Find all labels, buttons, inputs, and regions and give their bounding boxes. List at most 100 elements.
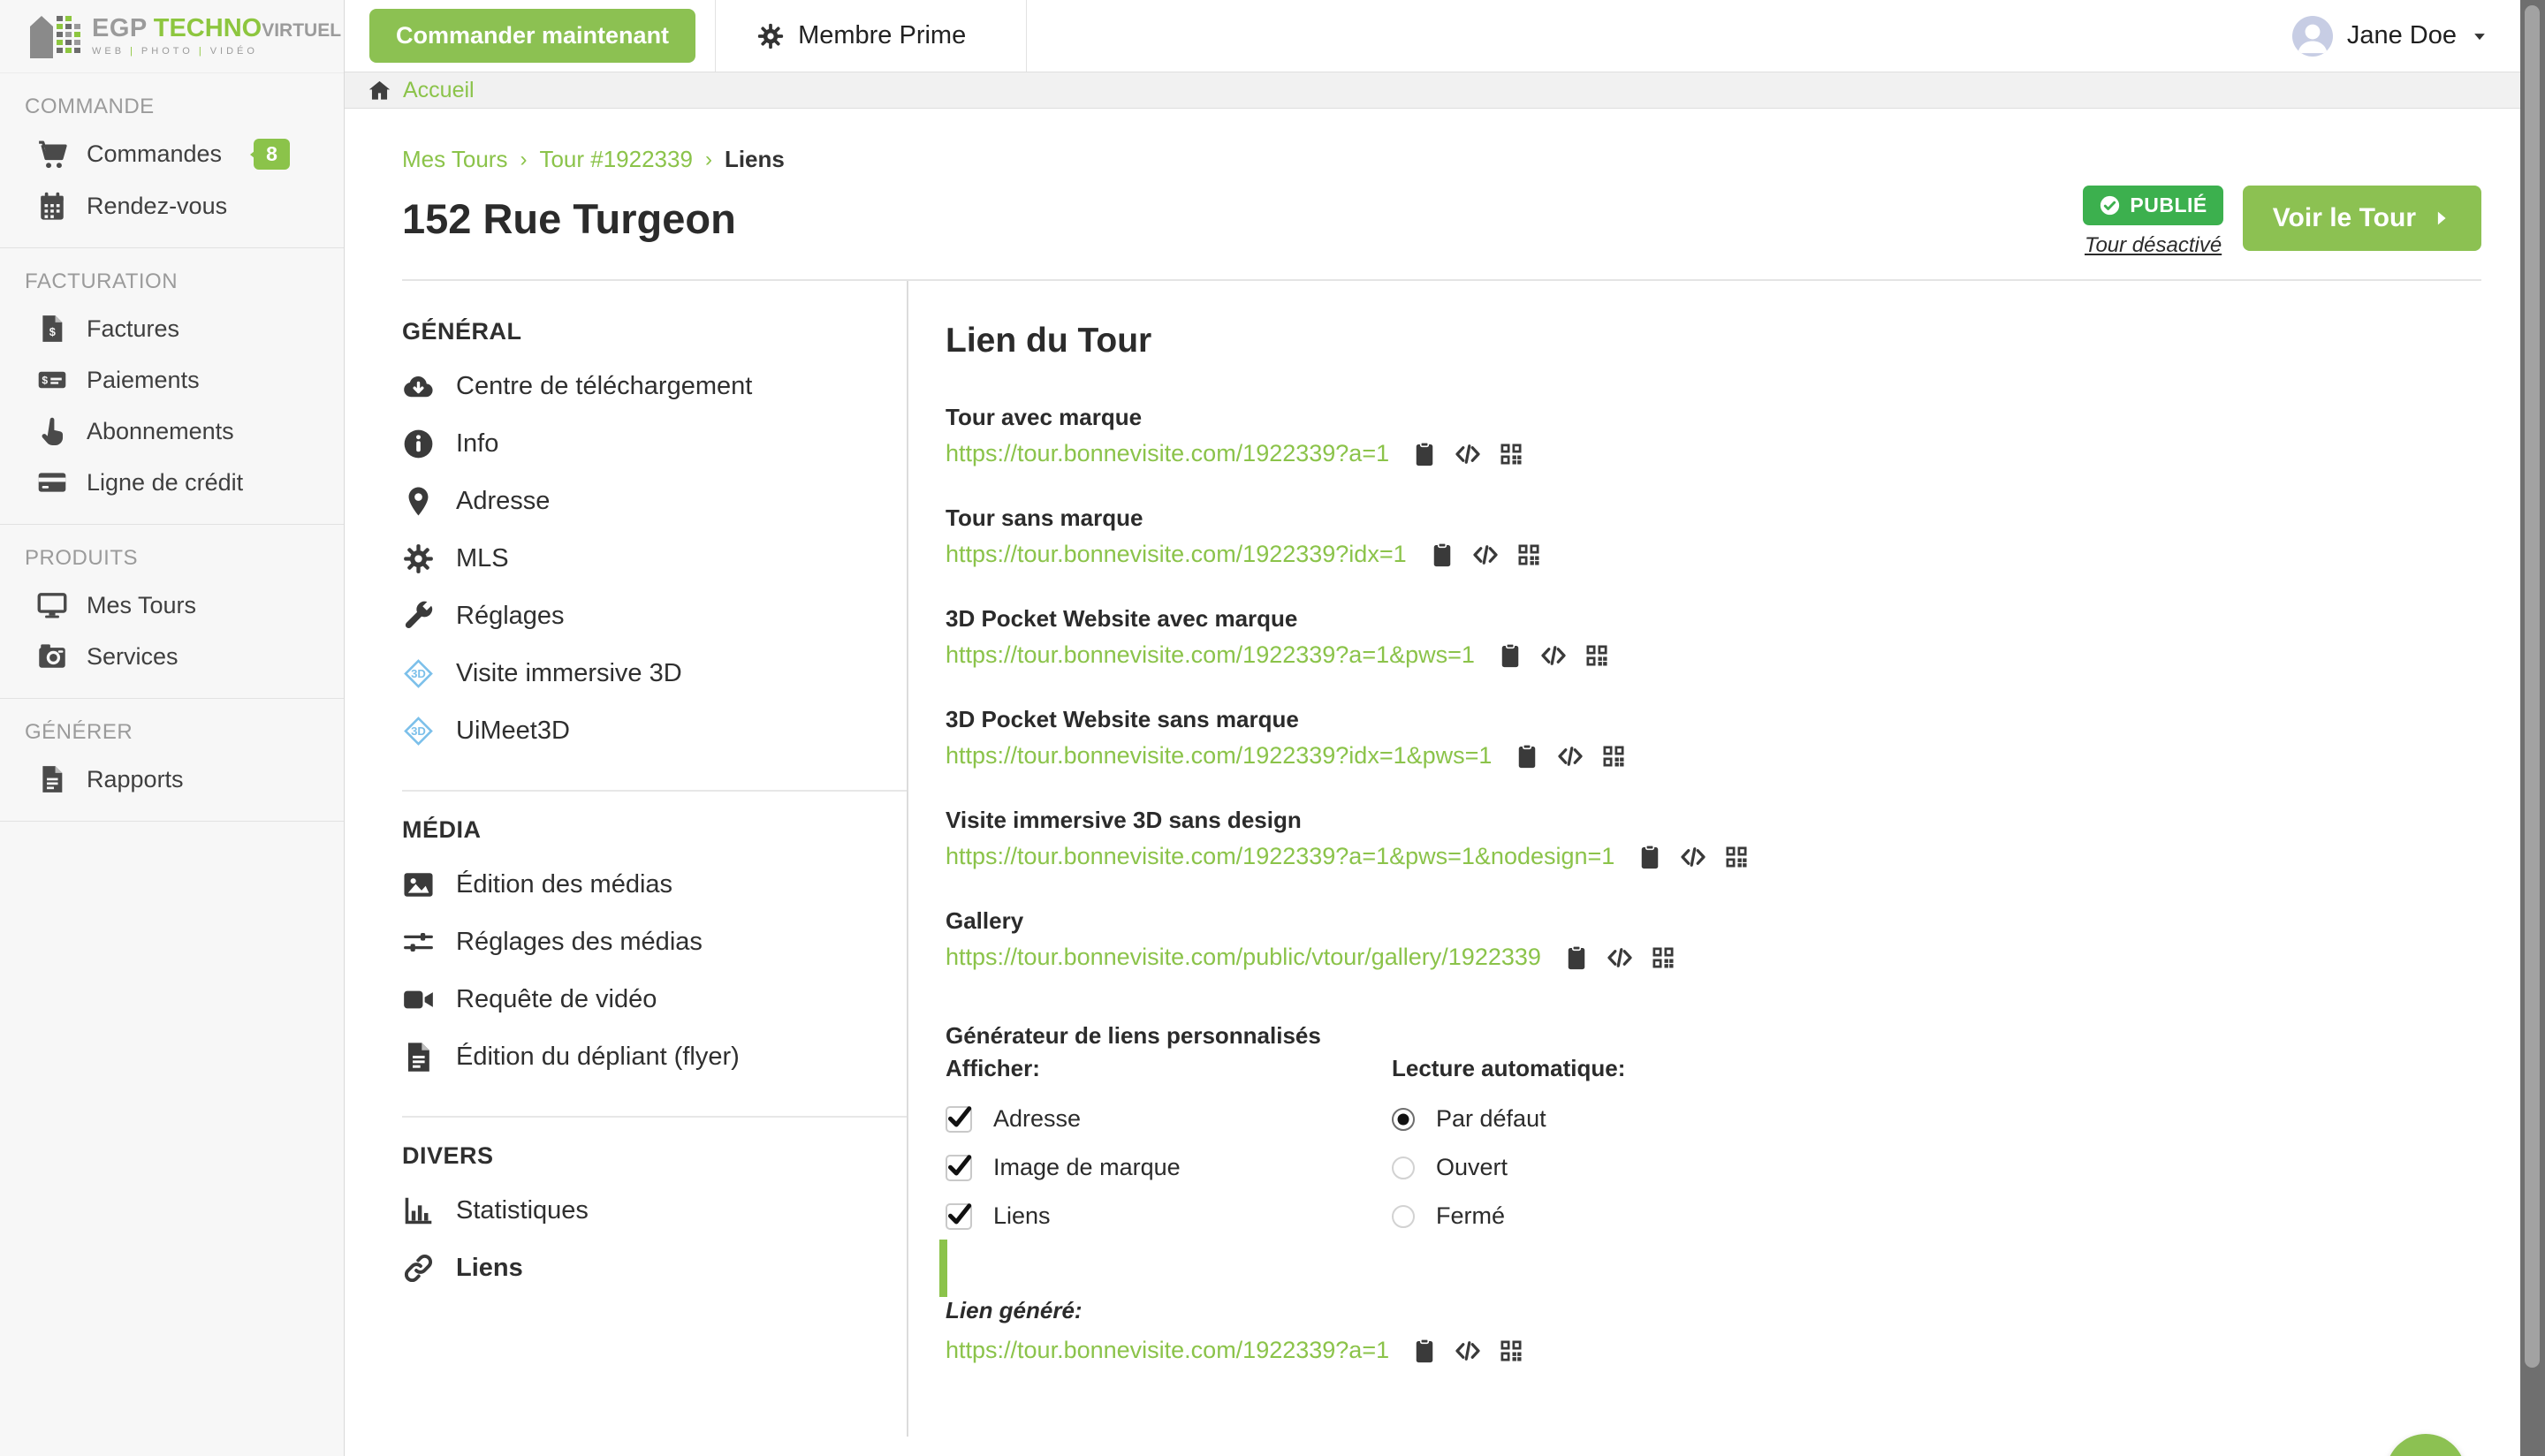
sidebar-item-label: Rapports (87, 765, 184, 792)
subnav-item-uimeet3d[interactable]: 3D UiMeet3D (402, 702, 907, 760)
checkbox-option-image-de-marque[interactable]: Image de marque (946, 1154, 1392, 1181)
user-name: Jane Doe (2346, 21, 2457, 49)
gear-icon (756, 22, 785, 50)
gear-icon (402, 542, 435, 575)
sidebar-item-factures[interactable]: $ Factures (0, 303, 344, 354)
info-icon (402, 428, 435, 460)
radio-button[interactable] (1392, 1204, 1415, 1228)
tagline-separator: | (198, 46, 205, 57)
radio-option-ferme[interactable]: Fermé (1392, 1202, 1625, 1230)
subnav-item-requete-de-video[interactable]: Requête de vidéo (402, 971, 907, 1028)
subnav-item-edition-du-depliant-flyer[interactable]: Édition du dépliant (flyer) (402, 1028, 907, 1086)
link-group-label: Tour sans marque (946, 504, 1143, 531)
tour-link-url[interactable]: https://tour.bonnevisite.com/1922339?a=1… (946, 641, 1475, 668)
tour-link-url[interactable]: https://tour.bonnevisite.com/1922339?idx… (946, 742, 1493, 769)
checkbox-option-adresse[interactable]: Adresse (946, 1105, 1392, 1133)
sidebar-item-paiements[interactable]: $ Paiements (0, 354, 344, 406)
code-icon[interactable] (1607, 944, 1633, 971)
view-tour-button[interactable]: Voir le Tour (2242, 186, 2481, 251)
subnav-item-adresse[interactable]: Adresse (402, 473, 907, 530)
link-group-tour-avec-marque: Tour avec marque https://tour.bonnevisite… (946, 404, 2481, 467)
sidebar-item-commandes[interactable]: Commandes 8 (0, 128, 344, 180)
sidebar-item-abonnements[interactable]: Abonnements (0, 406, 344, 457)
user-menu[interactable]: Jane Doe (2291, 15, 2545, 57)
sidebar-item-rapports[interactable]: Rapports (0, 754, 344, 805)
sidebar-section-header: GÉNÉRER (25, 720, 133, 744)
breadcrumb-tour-1922339[interactable]: Tour #1922339 (539, 146, 693, 172)
tour-subnav: GÉNÉRAL Centre de téléchargement Info Adres… (402, 281, 947, 1437)
qr-icon[interactable] (1650, 944, 1676, 971)
checkbox-option-liens[interactable]: Liens (946, 1202, 1392, 1230)
sidebar-item-services[interactable]: Services (0, 631, 344, 682)
code-icon[interactable] (1455, 1338, 1481, 1364)
code-icon[interactable] (1680, 844, 1706, 870)
tour-link-url[interactable]: https://tour.bonnevisite.com/1922339?a=1 (946, 1337, 1390, 1363)
subnav-item-visite-immersive-3d[interactable]: 3D Visite immersive 3D (402, 645, 907, 702)
sidebar-item-ligne-de-credit[interactable]: Ligne de crédit (0, 457, 344, 508)
status-badge: PUBLIÉ (2083, 186, 2223, 225)
clipboard-icon[interactable] (1563, 944, 1590, 971)
checkbox[interactable] (946, 1154, 972, 1181)
tour-link-url[interactable]: https://tour.bonnevisite.com/1922339?idx… (946, 541, 1407, 567)
home-link[interactable]: Accueil (403, 77, 475, 102)
title-row: 152 Rue Turgeon PUBLIÉ Tour désactivé Vo… (402, 186, 2481, 258)
checkbox[interactable] (946, 1202, 972, 1230)
status-badge-label: PUBLIÉ (2130, 193, 2207, 216)
code-icon[interactable] (1455, 441, 1481, 467)
prime-member-button[interactable]: Membre Prime (716, 21, 1007, 50)
sidebar-item-rendez-vous[interactable]: Rendez-vous (0, 180, 344, 231)
radio-option-par-defaut[interactable]: Par défaut (1392, 1105, 1625, 1133)
subnav-item-reglages-des-medias[interactable]: Réglages des médias (402, 914, 907, 971)
link-group-visite-immersive-3d-sans-design: Visite immersive 3D sans design https://t… (946, 807, 2481, 870)
breadcrumb-mes-tours[interactable]: Mes Tours (402, 146, 508, 172)
code-icon[interactable] (1540, 642, 1567, 669)
radio-button[interactable] (1392, 1156, 1415, 1179)
clipboard-icon[interactable] (1411, 1338, 1438, 1364)
checkbox[interactable] (946, 1105, 972, 1133)
deactivate-tour-link[interactable]: Tour désactivé (2084, 233, 2222, 257)
tour-link-url[interactable]: https://tour.bonnevisite.com/public/vtou… (946, 944, 1541, 970)
qr-icon[interactable] (1498, 441, 1524, 467)
clipboard-icon[interactable] (1411, 441, 1438, 467)
breadcrumb-separator: › (704, 147, 712, 171)
subnav-item-reglages[interactable]: Réglages (402, 588, 907, 645)
autoplay-options-column: Lecture automatique: Par défaut Ouvert Fer… (1392, 1055, 1625, 1251)
subnav-item-edition-des-medias[interactable]: Édition des médias (402, 856, 907, 914)
subnav-item-mls[interactable]: MLS (402, 530, 907, 588)
page-scrollbar-thumb[interactable] (2525, 5, 2540, 1368)
checkbox-label: Liens (993, 1202, 1051, 1229)
link-generator: Générateur de liens personnalisés Affich… (946, 1022, 2481, 1364)
subnav-item-statistiques[interactable]: Statistiques (402, 1182, 907, 1240)
subnav-item-info[interactable]: Info (402, 415, 907, 473)
radio-button[interactable] (1392, 1107, 1415, 1131)
code-icon[interactable] (1557, 743, 1584, 770)
subnav-item-label: Info (456, 429, 499, 458)
code-icon[interactable] (1472, 542, 1499, 568)
topbar: Commander maintenant Membre Prime Jane D… (345, 0, 2545, 72)
subnav-item-liens[interactable]: Liens (402, 1240, 947, 1297)
monitor-icon (37, 590, 67, 620)
tour-link-url[interactable]: https://tour.bonnevisite.com/1922339?a=1… (946, 843, 1615, 869)
help-button[interactable]: ? (2386, 1434, 2465, 1456)
generated-link-block: Lien généré: https://tour.bonnevisite.co… (946, 1297, 2481, 1364)
clipboard-icon[interactable] (1514, 743, 1540, 770)
flyer-icon (402, 1041, 435, 1073)
qr-icon[interactable] (1723, 844, 1750, 870)
subnav-item-centre-de-telechargement[interactable]: Centre de téléchargement (402, 358, 907, 415)
radio-option-ouvert[interactable]: Ouvert (1392, 1154, 1625, 1181)
qr-icon[interactable] (1498, 1338, 1524, 1364)
qr-icon[interactable] (1584, 642, 1610, 669)
sidebar-item-mes-tours[interactable]: Mes Tours (0, 580, 344, 631)
camera-icon (37, 641, 67, 671)
brand-egp: EGP (92, 14, 148, 42)
svg-text:$: $ (49, 325, 56, 338)
clipboard-icon[interactable] (1637, 844, 1663, 870)
tagline-word: PHOTO (141, 46, 194, 57)
tour-link-url[interactable]: https://tour.bonnevisite.com/1922339?a=1 (946, 440, 1390, 466)
topbar-divider (1026, 0, 1028, 72)
clipboard-icon[interactable] (1497, 642, 1523, 669)
qr-icon[interactable] (1600, 743, 1627, 770)
order-now-button[interactable]: Commander maintenant (369, 9, 696, 63)
qr-icon[interactable] (1516, 542, 1542, 568)
clipboard-icon[interactable] (1429, 542, 1455, 568)
